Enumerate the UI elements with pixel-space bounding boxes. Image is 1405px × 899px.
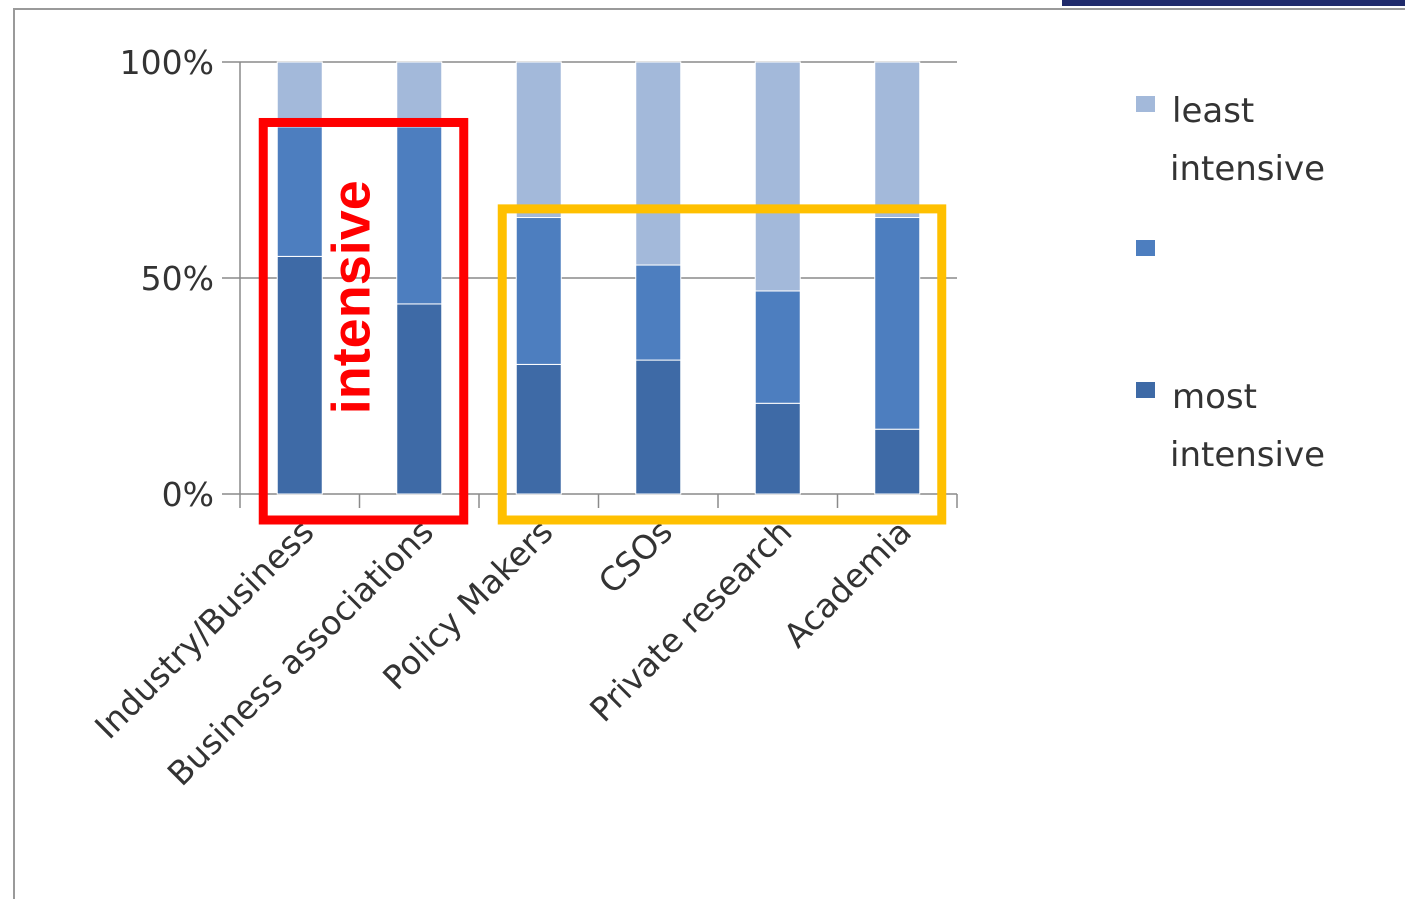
annotation-box [497, 204, 947, 525]
bar-segment [276, 61, 323, 128]
legend-label: least [1172, 91, 1254, 131]
x-category-label: Private research [582, 512, 799, 729]
header-fragment [1062, 0, 1405, 6]
x-category-label: CSOs [591, 512, 680, 601]
legend-label: intensive [1170, 149, 1325, 189]
slide-frame [13, 8, 1405, 899]
bar-segment [276, 255, 323, 495]
bar-segment [874, 217, 921, 430]
legend-label: intensive [1170, 435, 1325, 475]
bar-segment [754, 61, 801, 292]
legend-swatch [1136, 382, 1155, 398]
x-category-label: Industry/Business [87, 512, 321, 746]
bar-segment [515, 217, 562, 365]
annotation-box [258, 117, 469, 525]
bar-segment [754, 290, 801, 404]
bar-segment [874, 428, 921, 495]
legend-label: most [1172, 377, 1257, 417]
y-tick-label: 100% [120, 43, 214, 82]
legend-swatch [1136, 240, 1155, 256]
annotation-label: intensive [322, 180, 382, 414]
bar-segment [396, 61, 443, 128]
bar-segment [635, 264, 682, 361]
bar-segment [396, 303, 443, 495]
bar-segment [396, 126, 443, 305]
bar-segment [754, 402, 801, 495]
bar-segment [515, 363, 562, 495]
bar-segment [515, 61, 562, 219]
y-tick-label: 0% [162, 475, 214, 514]
bar-segment [874, 61, 921, 219]
bar-segment [635, 359, 682, 495]
y-tick-label: 50% [141, 259, 214, 298]
legend-swatch [1136, 96, 1155, 112]
x-category-label: Academia [776, 512, 919, 655]
bar-segment [635, 61, 682, 266]
bar-segment [276, 126, 323, 257]
